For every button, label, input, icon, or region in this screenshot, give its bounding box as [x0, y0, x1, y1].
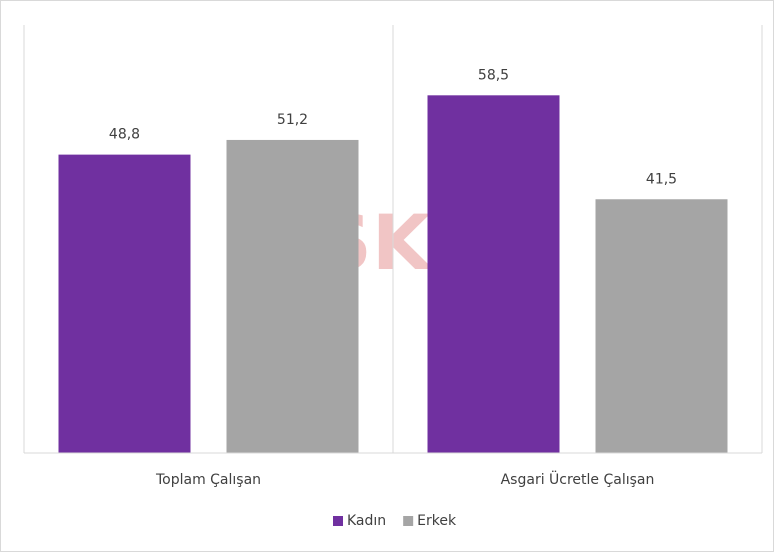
- x-tick-label: Toplam Çalışan: [155, 472, 261, 488]
- data-label: 58,5: [478, 67, 509, 83]
- bar: [595, 199, 728, 453]
- bar: [226, 139, 359, 453]
- bar: [427, 95, 560, 454]
- data-label: 51,2: [277, 112, 308, 128]
- data-label: 48,8: [109, 127, 140, 143]
- legend-label: Erkek: [417, 513, 457, 529]
- legend-swatch: [333, 516, 343, 526]
- bar: [58, 154, 191, 453]
- x-tick-label: Asgari Ücretle Çalışan: [501, 470, 655, 488]
- data-label: 41,5: [646, 171, 677, 187]
- legend-label: Kadın: [347, 513, 386, 529]
- legend-swatch: [403, 516, 414, 526]
